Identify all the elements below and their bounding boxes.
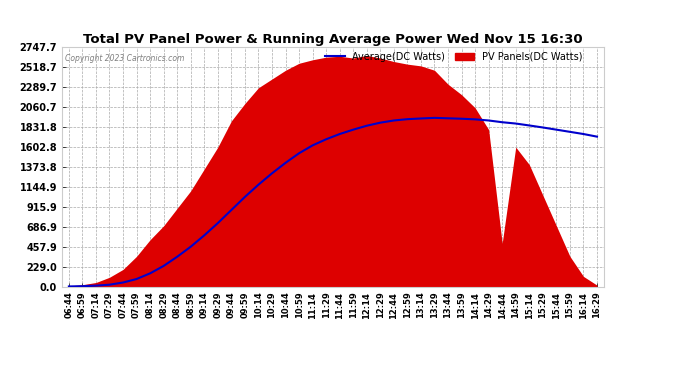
- Legend: Average(DC Watts), PV Panels(DC Watts): Average(DC Watts), PV Panels(DC Watts): [325, 52, 582, 62]
- Text: Copyright 2023 Cartronics.com: Copyright 2023 Cartronics.com: [65, 54, 184, 63]
- Title: Total PV Panel Power & Running Average Power Wed Nov 15 16:30: Total PV Panel Power & Running Average P…: [83, 33, 583, 46]
